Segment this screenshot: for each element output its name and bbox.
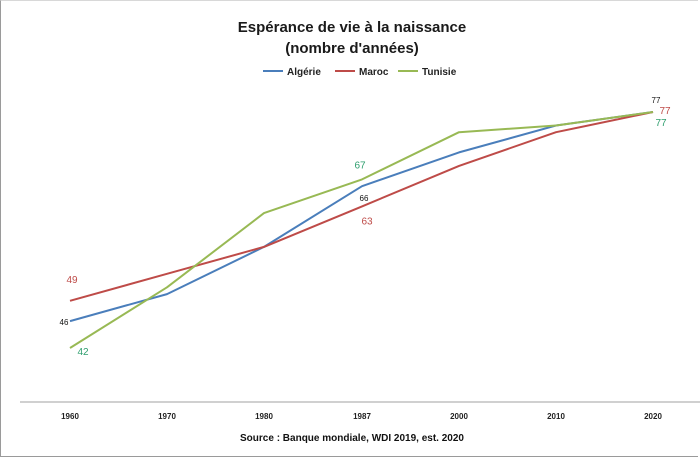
chart-subtitle: (nombre d'années) (285, 40, 419, 57)
chart-title: Espérance de vie à la naissance (238, 19, 466, 36)
legend-label-algerie: Algérie (287, 67, 321, 78)
x-tick-label-2020: 2020 (644, 412, 662, 421)
data-label-algerie-1960: 46 (60, 318, 69, 327)
x-tick-label-2000: 2000 (450, 412, 468, 421)
legend-label-maroc: Maroc (359, 67, 389, 78)
x-tick-label-1987: 1987 (353, 412, 371, 421)
series-line-maroc (69, 111, 654, 302)
x-tick-label-1960: 1960 (61, 412, 79, 421)
legend: Algérie Maroc Tunisie (263, 67, 457, 78)
x-tick-label-1980: 1980 (255, 412, 273, 421)
legend-label-tunisie: Tunisie (422, 67, 457, 78)
data-label-algerie-1987: 66 (360, 194, 369, 203)
data-label-maroc-1987: 63 (361, 216, 373, 227)
series-lines (69, 111, 654, 349)
data-label-maroc-2020: 77 (659, 106, 671, 117)
data-label-tunisie-1987: 67 (354, 160, 366, 171)
source-note: Source : Banque mondiale, WDI 2019, est.… (240, 433, 464, 444)
x-tick-label-1970: 1970 (158, 412, 176, 421)
data-label-tunisie-2020: 77 (655, 118, 667, 129)
series-line-tunisie (69, 111, 654, 349)
data-label-algerie-2020: 77 (652, 96, 661, 105)
x-axis-ticks: 1960 1970 1980 1987 2000 2010 2020 (61, 412, 662, 421)
data-label-maroc-1960: 49 (66, 275, 78, 286)
data-label-tunisie-1960: 42 (77, 347, 89, 358)
x-tick-label-2010: 2010 (547, 412, 565, 421)
